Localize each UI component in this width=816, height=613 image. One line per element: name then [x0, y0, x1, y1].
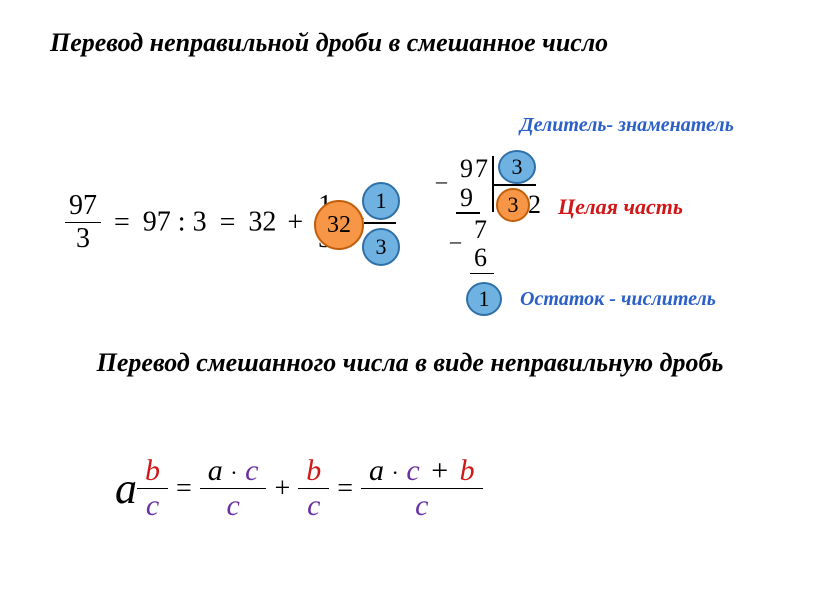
f2-c-6: c — [361, 488, 483, 521]
f2-b-1: b — [141, 456, 164, 488]
f2-c-3: c — [200, 488, 267, 521]
f2-c-5: c — [406, 454, 419, 487]
eq1-thirtytwo: 32 — [248, 207, 276, 238]
f2-eq-1: = — [176, 473, 192, 505]
f2-plus-2: + — [431, 454, 448, 487]
formula-mixed-to-improper: a b c = a · c c + b c = a · — [115, 456, 479, 521]
label-whole-part: Целая часть — [558, 194, 683, 220]
result-whole-circle: 32 — [314, 200, 364, 250]
eq1-equals-1: = — [114, 207, 130, 238]
longdiv-line2 — [470, 273, 494, 275]
eq1-plus: + — [287, 207, 303, 238]
remainder-circle: 1 — [466, 282, 502, 316]
longdiv-minus-1: – — [436, 168, 447, 194]
longdiv-hline — [492, 184, 536, 186]
f2-dot-1: · — [230, 460, 237, 485]
f2-c-4: c — [298, 488, 329, 521]
f2-a-3: a — [369, 454, 384, 487]
result-fraction-bar — [364, 222, 396, 224]
f2-b-3: b — [460, 454, 475, 487]
quotient-tens-circle: 3 — [496, 188, 530, 222]
quotient-ones: 2 — [528, 190, 541, 220]
result-numerator-circle: 1 — [362, 182, 400, 220]
label-divisor-denominator: Делитель- знаменатель — [520, 114, 734, 137]
longdiv-minus-2: – — [450, 228, 461, 254]
title-improper-to-mixed: Перевод неправильной дроби в смешанное ч… — [50, 28, 608, 58]
f2-plus-1: + — [274, 473, 290, 505]
f2-eq-2: = — [337, 473, 353, 505]
f2-a-2: a — [208, 454, 223, 487]
eq1-equals-2: = — [220, 207, 236, 238]
eq1-frac1-den: 3 — [65, 222, 101, 255]
f2-a-1: a — [115, 463, 137, 514]
label-remainder-numerator: Остаток - числитель — [520, 288, 716, 311]
eq1-division: 97 : 3 — [143, 207, 207, 238]
divisor-circle: 3 — [498, 150, 536, 184]
f2-c-2: c — [245, 454, 258, 487]
eq1-frac1-num: 97 — [65, 190, 101, 222]
result-denominator-circle: 3 — [362, 228, 400, 266]
f2-dot-2: · — [392, 460, 399, 485]
f2-b-2: b — [302, 456, 325, 488]
f2-c-1: c — [137, 488, 168, 521]
longdiv-line1 — [456, 212, 480, 214]
title-mixed-to-improper: Перевод смешанного числа в виде неправил… — [60, 348, 760, 378]
